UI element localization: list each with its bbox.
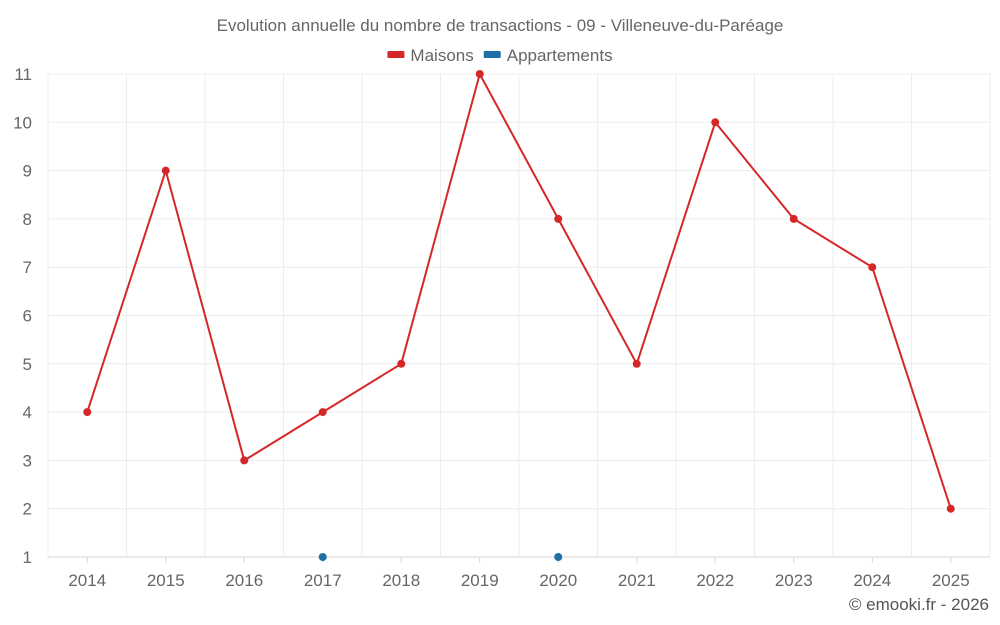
chart-title: Evolution annuelle du nombre de transact… <box>217 16 784 35</box>
y-axis-ticks: 1 2 3 4 5 6 7 8 9 10 11 <box>13 65 32 567</box>
data-series <box>83 70 955 561</box>
data-point[interactable] <box>397 359 406 368</box>
y-tick-label: 4 <box>23 403 32 422</box>
x-tick-label: 2020 <box>539 571 577 590</box>
data-point[interactable] <box>789 214 798 223</box>
x-tick-label: 2014 <box>68 571 106 590</box>
data-point[interactable] <box>632 359 641 368</box>
data-point[interactable] <box>554 553 563 561</box>
credit-text: © emooki.fr - 2026 <box>849 595 989 614</box>
data-point[interactable] <box>83 408 92 417</box>
series-line <box>86 71 952 510</box>
y-tick-label: 5 <box>23 355 32 374</box>
x-tick-label: 2015 <box>147 571 185 590</box>
x-tick-label: 2016 <box>225 571 263 590</box>
data-point[interactable] <box>946 504 955 513</box>
x-tick-label: 2025 <box>932 571 970 590</box>
data-point[interactable] <box>240 456 249 465</box>
y-tick-label: 2 <box>23 500 32 519</box>
y-tick-label: 8 <box>23 210 32 229</box>
y-tick-label: 10 <box>13 113 32 132</box>
x-tick-label: 2018 <box>382 571 420 590</box>
data-point[interactable] <box>554 214 563 223</box>
x-tick-label: 2019 <box>461 571 499 590</box>
x-tick-label: 2023 <box>775 571 813 590</box>
legend: Maisons Appartements <box>387 46 613 65</box>
x-tick-label: 2022 <box>696 571 734 590</box>
legend-label: Maisons <box>410 46 473 65</box>
legend-swatch <box>483 51 501 58</box>
x-tick-label: 2024 <box>853 571 891 590</box>
data-point[interactable] <box>318 408 327 417</box>
legend-item-appartements[interactable]: Appartements <box>483 46 613 65</box>
y-tick-label: 3 <box>23 451 32 470</box>
y-tick-label: 6 <box>23 307 32 326</box>
x-tick-label: 2021 <box>618 571 656 590</box>
data-point[interactable] <box>711 118 720 127</box>
data-point[interactable] <box>868 263 877 272</box>
data-point[interactable] <box>161 166 170 175</box>
legend-label: Appartements <box>507 46 613 65</box>
y-tick-label: 1 <box>23 548 32 567</box>
x-axis-ticks: 2014 2015 2016 2017 2018 2019 2020 2021 2022 2023… <box>68 571 969 590</box>
y-tick-label: 9 <box>23 162 32 181</box>
series-maisons <box>83 70 955 513</box>
series-appartements <box>318 553 563 561</box>
data-point[interactable] <box>318 553 327 561</box>
y-tick-label: 11 <box>14 65 32 84</box>
y-tick-label: 7 <box>23 258 32 277</box>
data-point[interactable] <box>475 70 484 78</box>
legend-swatch <box>387 51 405 58</box>
legend-item-maisons[interactable]: Maisons <box>387 46 474 65</box>
x-tick-label: 2017 <box>304 571 342 590</box>
